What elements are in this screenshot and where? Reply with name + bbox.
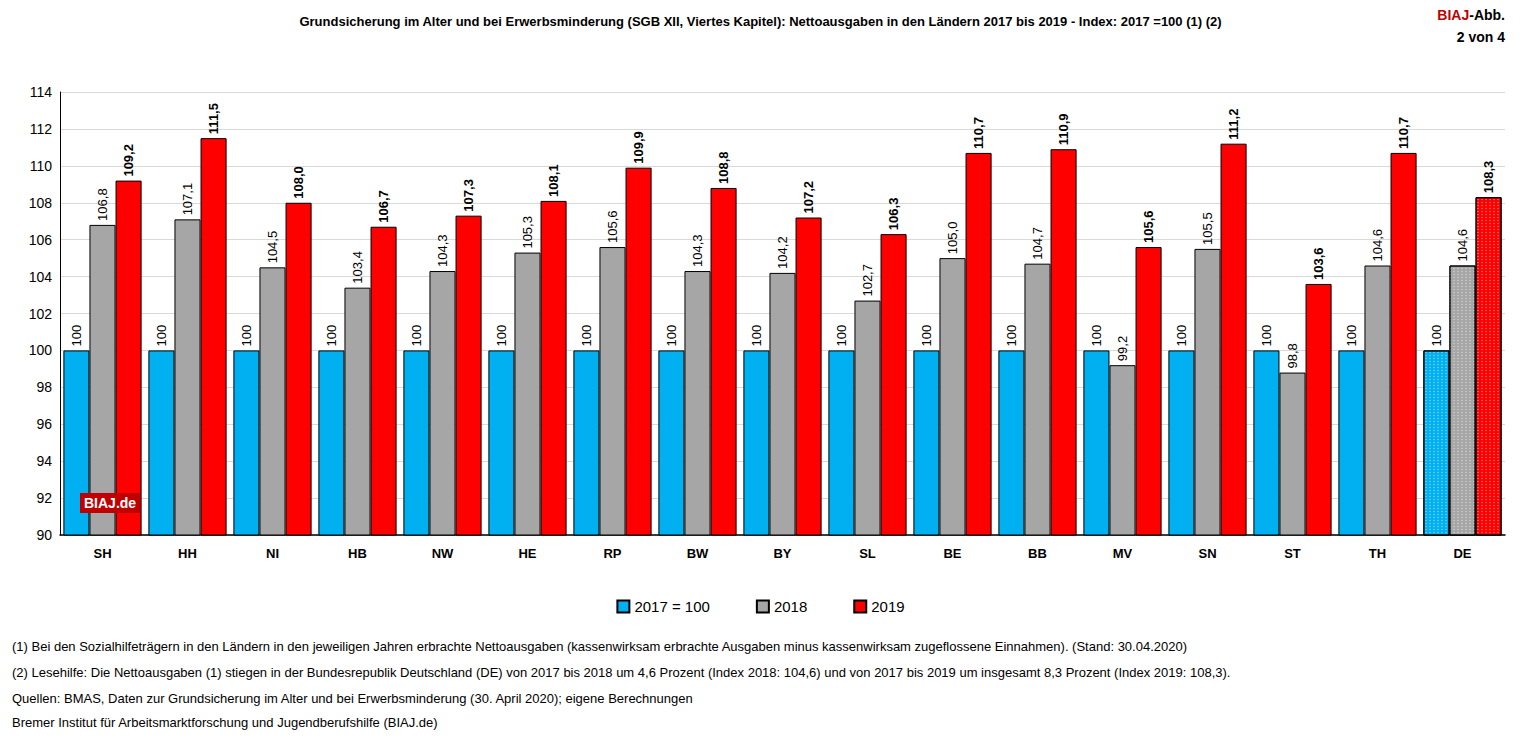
svg-text:100: 100	[29, 342, 53, 358]
svg-text:112: 112	[30, 121, 53, 137]
svg-text:90: 90	[36, 527, 52, 543]
svg-text:98: 98	[36, 379, 52, 395]
svg-text:100: 100	[834, 325, 849, 347]
svg-text:RP: RP	[603, 546, 621, 561]
svg-text:111,2: 111,2	[1226, 109, 1241, 140]
svg-text:100: 100	[239, 325, 254, 347]
svg-text:BIAJ: BIAJ	[1437, 7, 1469, 23]
svg-text:SH: SH	[93, 546, 111, 561]
svg-text:100: 100	[1089, 325, 1104, 347]
svg-text:106,3: 106,3	[886, 198, 901, 231]
svg-text:BE: BE	[943, 546, 961, 561]
svg-text:104,3: 104,3	[690, 234, 705, 267]
svg-text:114: 114	[30, 84, 53, 100]
svg-text:105,5: 105,5	[1200, 212, 1215, 245]
svg-text:102,7: 102,7	[860, 264, 875, 297]
svg-text:100: 100	[1174, 325, 1189, 347]
svg-text:100: 100	[1259, 325, 1274, 347]
svg-text:92: 92	[36, 490, 52, 506]
svg-text:110,7: 110,7	[1396, 117, 1411, 149]
svg-text:TH: TH	[1369, 546, 1386, 561]
svg-text:106,7: 106,7	[376, 190, 391, 223]
svg-text:2019: 2019	[871, 598, 904, 615]
svg-text:104,2: 104,2	[775, 236, 790, 269]
svg-text:96: 96	[36, 416, 52, 432]
svg-text:104: 104	[29, 269, 53, 285]
svg-text:MV: MV	[1113, 546, 1133, 561]
svg-text:100: 100	[749, 325, 764, 347]
svg-text:BY: BY	[773, 546, 791, 561]
svg-text:100: 100	[69, 325, 84, 347]
svg-text:108,0: 108,0	[291, 166, 306, 199]
svg-text:(2) Lesehilfe: Die Nettoausgab: (2) Lesehilfe: Die Nettoausgaben (1) sti…	[12, 665, 1230, 680]
svg-text:105,6: 105,6	[605, 211, 620, 244]
svg-text:(1) Bei den Sozialhilfeträgern: (1) Bei den Sozialhilfeträgern in den Lä…	[12, 639, 1187, 654]
svg-text:105,3: 105,3	[520, 216, 535, 249]
svg-text:100: 100	[1344, 325, 1359, 347]
svg-text:HH: HH	[178, 546, 197, 561]
svg-text:100: 100	[409, 325, 424, 347]
svg-text:98,8: 98,8	[1285, 343, 1300, 368]
svg-text:2017 = 100: 2017 = 100	[634, 598, 710, 615]
svg-text:109,2: 109,2	[121, 144, 136, 177]
svg-text:Quellen: BMAS, Daten zur Grund: Quellen: BMAS, Daten zur Grundsicherung …	[12, 691, 693, 706]
svg-text:100: 100	[494, 325, 509, 347]
svg-text:Bremer Institut für Arbeitsmar: Bremer Institut für Arbeitsmarktforschun…	[12, 715, 438, 730]
svg-text:108,1: 108,1	[546, 164, 561, 197]
svg-text:2018: 2018	[774, 598, 807, 615]
svg-text:104,6: 104,6	[1455, 229, 1470, 262]
svg-text:103,4: 103,4	[350, 251, 365, 284]
svg-text:111,5: 111,5	[206, 103, 221, 134]
svg-text:108,3: 108,3	[1481, 161, 1496, 194]
svg-text:110,7: 110,7	[971, 117, 986, 149]
svg-text:94: 94	[36, 453, 52, 469]
svg-text:BB: BB	[1028, 546, 1047, 561]
svg-text:99,2: 99,2	[1115, 336, 1130, 361]
svg-text:106: 106	[29, 232, 53, 248]
svg-text:105,0: 105,0	[945, 222, 960, 255]
svg-text:HE: HE	[518, 546, 536, 561]
svg-text:105,6: 105,6	[1141, 211, 1156, 244]
svg-text:DE: DE	[1453, 546, 1471, 561]
svg-text:110,9: 110,9	[1056, 113, 1071, 145]
svg-text:100: 100	[919, 325, 934, 347]
svg-text:-Abb.: -Abb.	[1469, 7, 1505, 23]
svg-text:SL: SL	[859, 546, 876, 561]
svg-text:103,6: 103,6	[1311, 247, 1326, 280]
svg-text:104,6: 104,6	[1370, 229, 1385, 262]
svg-text:100: 100	[579, 325, 594, 347]
svg-text:107,3: 107,3	[461, 179, 476, 212]
svg-text:107,2: 107,2	[801, 181, 816, 214]
svg-text:107,1: 107,1	[180, 183, 195, 216]
svg-text:100: 100	[154, 325, 169, 347]
svg-text:ST: ST	[1284, 546, 1301, 561]
svg-text:HB: HB	[348, 546, 367, 561]
svg-text:2 von 4: 2 von 4	[1457, 29, 1505, 45]
svg-text:NI: NI	[266, 546, 279, 561]
svg-text:104,7: 104,7	[1030, 227, 1045, 260]
svg-text:100: 100	[664, 325, 679, 347]
svg-text:NW: NW	[432, 546, 454, 561]
svg-text:104,3: 104,3	[435, 234, 450, 267]
svg-text:100: 100	[1004, 325, 1019, 347]
svg-text:SN: SN	[1198, 546, 1216, 561]
svg-text:108: 108	[29, 195, 53, 211]
svg-text:Grundsicherung im Alter und be: Grundsicherung im Alter und bei Erwerbsm…	[299, 14, 1221, 29]
svg-text:104,5: 104,5	[265, 231, 280, 264]
svg-text:100: 100	[324, 325, 339, 347]
svg-text:108,8: 108,8	[716, 151, 731, 184]
svg-text:BW: BW	[687, 546, 709, 561]
svg-text:106,8: 106,8	[95, 188, 110, 221]
svg-text:BIAJ.de: BIAJ.de	[84, 495, 136, 511]
svg-text:102: 102	[29, 306, 53, 322]
svg-text:109,9: 109,9	[631, 131, 646, 164]
svg-text:100: 100	[1429, 325, 1444, 347]
svg-text:110: 110	[30, 158, 53, 174]
